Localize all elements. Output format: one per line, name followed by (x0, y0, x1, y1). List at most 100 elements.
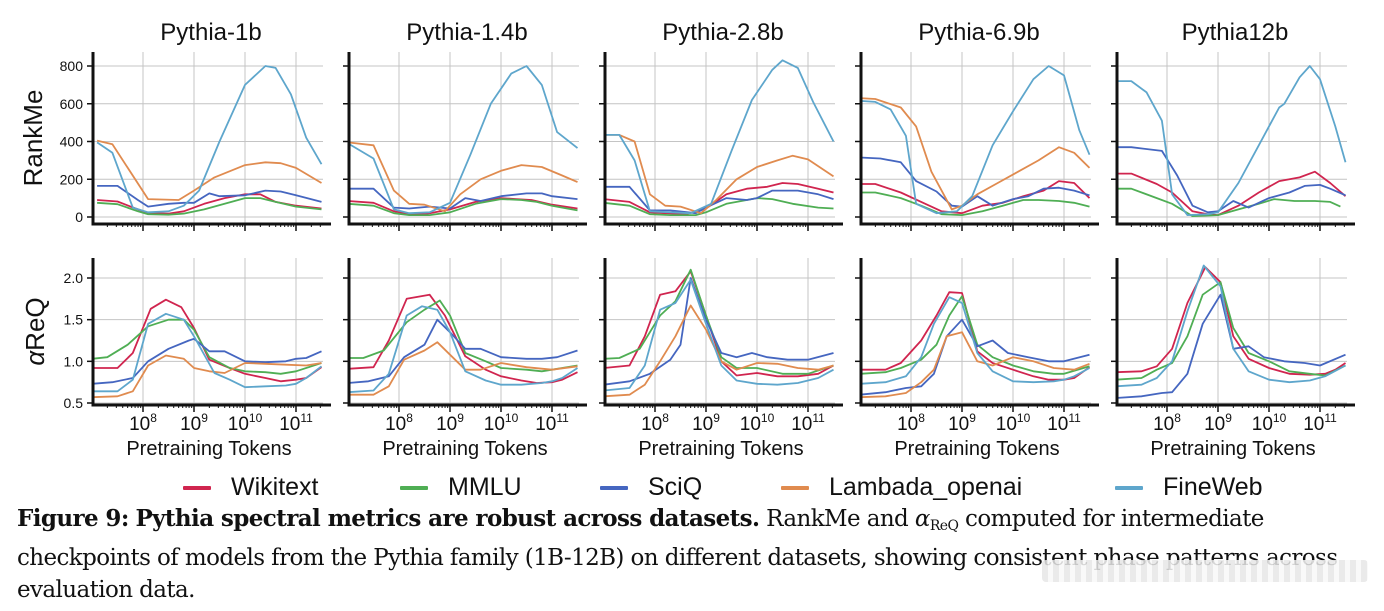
series-line-lambada_openai (604, 133, 834, 215)
x-tick-label: 1010 (740, 411, 775, 435)
y-tick-label: 0 (75, 209, 83, 225)
series-line-fineweb (859, 296, 1090, 385)
legend-item-sciq: SciQ (600, 473, 702, 502)
series-line-sciq (859, 318, 1090, 396)
series-line-mmlu (603, 197, 834, 217)
series-line-wikitext (603, 182, 834, 216)
panel-title: Pythia-2.8b (662, 19, 783, 46)
x-tick-label: 1011 (791, 411, 825, 435)
legend-swatch-wikitext (183, 485, 211, 490)
y-tick-label: 600 (60, 96, 84, 112)
series-line-lambada_openai (859, 331, 1090, 399)
series-line-mmlu (348, 299, 578, 373)
y-tick-label: 400 (60, 134, 84, 150)
x-tick-label: 108 (129, 411, 157, 435)
series-line-fineweb (347, 305, 578, 394)
panel-title: Pythia-1.4b (406, 19, 527, 46)
figure: 0 200 400 600 800 Pythia-1b RankMe Pythia-1.4b P… (18, 19, 1355, 460)
series-line-fineweb (347, 65, 579, 215)
legend-swatch-sciq (600, 485, 628, 490)
panel-alphareq-pythia-6-9b: 108 109 1010 1011 Pretraining Tokens (855, 258, 1099, 460)
panel-title: Pythia12b (1182, 19, 1289, 46)
x-tick-label: 1011 (1303, 411, 1337, 435)
series-line-lambada_openai (347, 141, 578, 213)
y-tick-label: 0.5 (64, 395, 84, 411)
caption-bold-title: Pythia spectral metrics are robust acros… (135, 505, 760, 532)
series-line-wikitext (860, 180, 1091, 215)
series-line-mmlu (603, 268, 834, 375)
series-line-fineweb (96, 65, 323, 214)
x-tick-label: 109 (692, 411, 720, 435)
y-tick-label: 1.0 (64, 353, 84, 369)
caption-figure-label: Figure 9: (17, 505, 129, 532)
panel-rankme-pythia-1b: 0 200 400 600 800 Pythia-1b RankMe (18, 19, 331, 231)
series-line-lambada_openai (348, 341, 578, 396)
caption-alpha: α (914, 506, 931, 532)
panel-rankme-pythia-6-9b: Pythia-6.9b (855, 19, 1099, 231)
legend-swatch-fineweb (1115, 485, 1143, 490)
series-line-wikitext (92, 298, 323, 383)
x-tick-label: 108 (385, 411, 413, 435)
series-line-fineweb (859, 65, 1091, 215)
series-line-mmlu (860, 191, 1090, 217)
legend-label: Wikitext (231, 473, 319, 501)
y-tick-label: 2.0 (64, 270, 84, 286)
x-tick-label: 108 (897, 411, 925, 435)
series-line-fineweb (92, 312, 323, 393)
legend-swatch-lambada (781, 485, 809, 490)
caption-text-1: RankMe and (766, 506, 915, 532)
panel-alphareq-pythia-1b: 0.5 1.0 1.5 2.0 108 109 1010 1011 Pretraining To… (20, 258, 331, 460)
panel-title: Pythia-6.9b (918, 19, 1039, 46)
series-line-fineweb (604, 59, 835, 215)
panel-alphareq-pythia12b: 108 109 1010 1011 Pretraining Tokens (1111, 258, 1355, 460)
legend-label: SciQ (648, 473, 703, 501)
series-line-fineweb (603, 278, 834, 392)
y-tick-label: 200 (60, 171, 84, 187)
series-line-mmlu (1116, 187, 1341, 218)
series-line-wikitext (1116, 170, 1347, 217)
y-tick-label: 800 (60, 58, 84, 74)
watermark-overlay (1042, 560, 1368, 582)
x-tick-label: 109 (180, 411, 208, 435)
x-tick-label: 108 (1153, 411, 1181, 435)
panel-alphareq-pythia-2-8b: 108 109 1010 1011 Pretraining Tokens (599, 258, 843, 460)
x-axis-label: Pretraining Tokens (894, 438, 1059, 460)
x-tick-label: 109 (948, 411, 976, 435)
series-line-sciq (91, 337, 322, 385)
panel-rankme-pythia12b: Pythia12b (1111, 19, 1355, 231)
x-axis-label: Pretraining Tokens (382, 438, 547, 460)
series-line-mmlu (91, 318, 322, 375)
caption-text-2: computed for intermediate checkpoints of… (17, 506, 1338, 603)
legend-item-lambada: Lambada_openai (781, 473, 1022, 502)
y-tick-label: 1.5 (64, 312, 84, 328)
series-line-sciq (97, 184, 322, 208)
legend-item-wikitext: Wikitext (183, 473, 319, 502)
series-line-mmlu (97, 197, 322, 216)
legend-label: MMLU (448, 473, 522, 501)
series-line-sciq (347, 318, 578, 384)
x-axis-label: Pretraining Tokens (126, 438, 291, 460)
series-line-fineweb (1115, 264, 1346, 388)
figure-caption: Figure 9: Pythia spectral metrics are ro… (17, 503, 1372, 606)
panel-rankme-pythia-1-4b: Pythia-1.4b (343, 19, 587, 231)
x-tick-label: 1010 (996, 411, 1031, 435)
x-tick-label: 1011 (1047, 411, 1081, 435)
legend-swatch-mmlu (400, 485, 428, 490)
x-tick-label: 1010 (484, 411, 519, 435)
y-axis-label: RankMe (18, 90, 48, 187)
panel-rankme-pythia-2-8b: Pythia-2.8b (599, 19, 843, 231)
x-tick-label: 109 (1204, 411, 1232, 435)
series-line-wikitext (347, 293, 578, 384)
series-line-sciq (1115, 293, 1346, 399)
caption-alpha-sub: ReQ (929, 518, 959, 534)
legend: Wikitext MMLU SciQ Lambada_openai FineWe… (0, 473, 1384, 505)
series-line-lambada_openai (91, 354, 322, 399)
legend-label: FineWeb (1163, 473, 1263, 501)
panel-alphareq-pythia-1-4b: 108 109 1010 1011 Pretraining Tokens (343, 258, 587, 460)
series-line-lambada_openai (96, 139, 322, 201)
series-line-fineweb (1116, 65, 1347, 217)
series-line-mmlu (347, 198, 578, 217)
x-tick-label: 1011 (535, 411, 569, 435)
series-line-lambada_openai (859, 97, 1091, 211)
x-tick-label: 1011 (279, 411, 313, 435)
